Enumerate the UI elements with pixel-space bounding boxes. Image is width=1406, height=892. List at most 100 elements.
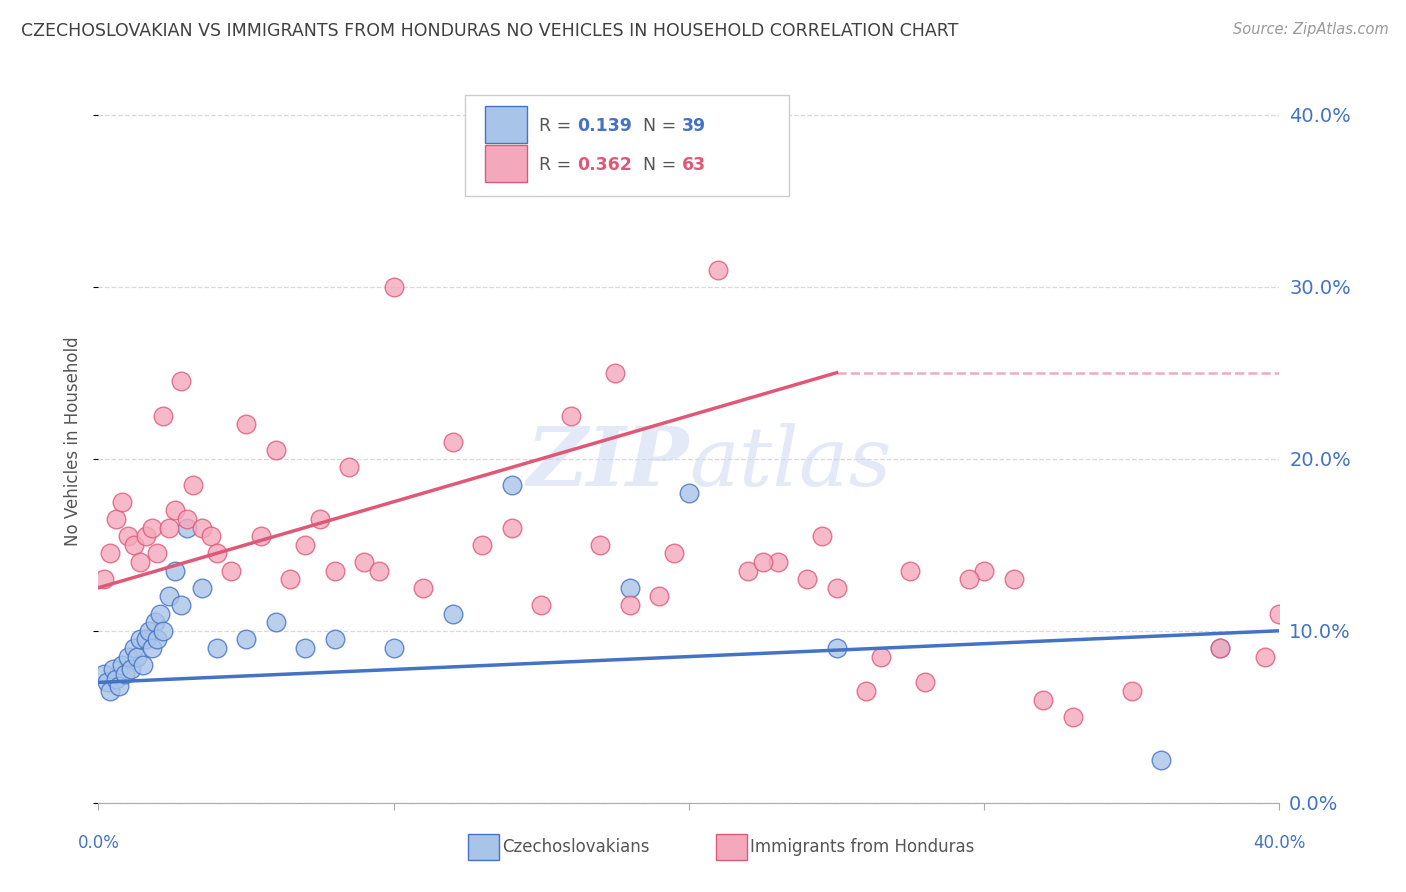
Point — [619, 581, 641, 595]
Point — [96, 675, 118, 690]
Point — [323, 632, 346, 647]
Text: ZIP: ZIP — [526, 423, 689, 503]
Point — [105, 672, 128, 686]
Point — [973, 564, 995, 578]
Point — [796, 572, 818, 586]
Point — [1150, 753, 1173, 767]
Text: Immigrants from Honduras: Immigrants from Honduras — [751, 838, 974, 855]
Point — [412, 581, 434, 595]
Point — [1002, 572, 1025, 586]
Point — [353, 555, 375, 569]
Point — [149, 607, 172, 621]
Point — [143, 615, 166, 630]
Point — [122, 640, 145, 655]
Point — [132, 658, 155, 673]
Point — [125, 649, 148, 664]
Point — [138, 624, 160, 638]
Point — [870, 649, 893, 664]
Point — [264, 443, 287, 458]
Point — [914, 675, 936, 690]
Point — [152, 409, 174, 423]
Point — [157, 590, 180, 604]
Point — [114, 666, 136, 681]
Point — [128, 555, 150, 569]
Point — [441, 607, 464, 621]
Point — [1209, 640, 1232, 655]
Point — [825, 581, 848, 595]
Point — [146, 632, 169, 647]
Point — [221, 564, 243, 578]
Point — [135, 632, 157, 647]
Point — [1268, 607, 1291, 621]
Point — [664, 546, 686, 560]
Point — [1209, 640, 1232, 655]
FancyBboxPatch shape — [485, 105, 527, 143]
Point — [165, 503, 187, 517]
Text: 0.139: 0.139 — [576, 117, 631, 135]
Point — [382, 279, 405, 293]
Point — [737, 564, 759, 578]
Point — [589, 538, 612, 552]
Point — [501, 520, 523, 534]
Point — [382, 640, 405, 655]
Point — [117, 529, 139, 543]
Text: N =: N = — [643, 117, 682, 135]
Point — [120, 662, 142, 676]
Point — [108, 679, 131, 693]
Text: Czechoslovakians: Czechoslovakians — [502, 838, 650, 855]
Point — [98, 546, 121, 560]
Point — [93, 666, 115, 681]
Point — [1254, 649, 1277, 664]
Point — [605, 366, 627, 380]
Text: N =: N = — [643, 156, 682, 174]
Point — [530, 598, 553, 612]
Point — [176, 512, 198, 526]
FancyBboxPatch shape — [468, 834, 499, 860]
Point — [235, 417, 257, 432]
Point — [157, 520, 180, 534]
Point — [165, 564, 187, 578]
Point — [103, 662, 125, 676]
Point — [264, 615, 287, 630]
Text: Source: ZipAtlas.com: Source: ZipAtlas.com — [1233, 22, 1389, 37]
Point — [648, 590, 671, 604]
Text: 0.0%: 0.0% — [77, 834, 120, 852]
Point — [1121, 684, 1143, 698]
Point — [707, 262, 730, 277]
Text: 39: 39 — [682, 117, 706, 135]
Point — [294, 640, 316, 655]
Point — [117, 649, 139, 664]
Point — [560, 409, 582, 423]
Point — [191, 581, 214, 595]
Text: CZECHOSLOVAKIAN VS IMMIGRANTS FROM HONDURAS NO VEHICLES IN HOUSEHOLD CORRELATION: CZECHOSLOVAKIAN VS IMMIGRANTS FROM HONDU… — [21, 22, 959, 40]
Point — [111, 658, 134, 673]
Point — [105, 512, 128, 526]
Point — [678, 486, 700, 500]
Point — [135, 529, 157, 543]
Point — [441, 434, 464, 449]
Point — [205, 546, 228, 560]
Point — [323, 564, 346, 578]
Point — [128, 632, 150, 647]
Point — [471, 538, 494, 552]
Point — [959, 572, 981, 586]
Point — [146, 546, 169, 560]
Point — [170, 598, 193, 612]
Point — [122, 538, 145, 552]
Point — [280, 572, 302, 586]
Text: R =: R = — [538, 156, 576, 174]
Point — [752, 555, 775, 569]
Point — [1032, 692, 1054, 706]
Point — [152, 624, 174, 638]
Point — [368, 564, 391, 578]
Point — [181, 477, 204, 491]
Text: 40.0%: 40.0% — [1253, 834, 1306, 852]
Point — [900, 564, 922, 578]
FancyBboxPatch shape — [464, 95, 789, 196]
Point — [294, 538, 316, 552]
Y-axis label: No Vehicles in Household: No Vehicles in Household — [65, 336, 83, 547]
Point — [200, 529, 222, 543]
Text: R =: R = — [538, 117, 576, 135]
Point — [619, 598, 641, 612]
Point — [235, 632, 257, 647]
